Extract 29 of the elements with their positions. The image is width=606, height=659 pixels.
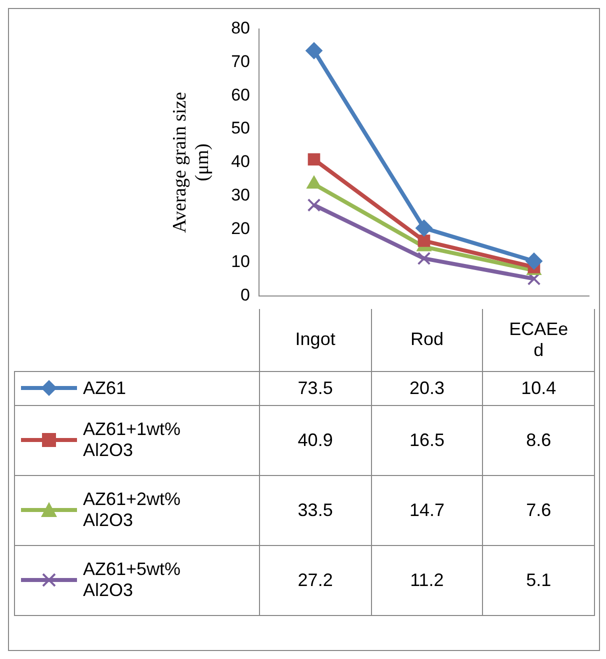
data-label: 10.4: [482, 371, 594, 405]
data-label: 14.7: [371, 475, 483, 545]
legend-label: AZ61+5wt% Al2O3: [82, 559, 182, 601]
data-label: 20.3: [371, 371, 483, 405]
y-tick-label: 10: [231, 252, 250, 272]
x-tick-label: ECAEed: [482, 309, 594, 371]
data-label: 73.5: [260, 371, 372, 405]
y-axis-title: Average grain size (μm): [169, 92, 214, 233]
x-tick-label: Ingot: [260, 309, 372, 371]
data-label: 33.5: [260, 475, 372, 545]
legend-label: AZ61: [82, 378, 128, 398]
y-tick-label: 0: [240, 285, 250, 304]
y-tick-label: 70: [231, 52, 250, 72]
y-tick-label: 80: [231, 18, 250, 38]
data-label: 5.1: [482, 545, 594, 615]
data-label: 27.2: [260, 545, 372, 615]
x-tick-label: Rod: [371, 309, 483, 371]
y-tick-label: 60: [231, 85, 250, 104]
y-tick-label: 40: [231, 152, 250, 172]
legend-label: AZ61+2wt% Al2O3: [82, 489, 182, 531]
data-label: 8.6: [482, 405, 594, 475]
y-tick-label: 20: [231, 218, 250, 238]
y-tick-label: 50: [231, 118, 250, 138]
y-tick-label: 30: [231, 185, 250, 204]
data-label: 16.5: [371, 405, 483, 475]
data-label: 11.2: [371, 545, 483, 615]
legend-label: AZ61+1wt% Al2O3: [82, 419, 182, 461]
data-label: 7.6: [482, 475, 594, 545]
data-label: 40.9: [260, 405, 372, 475]
